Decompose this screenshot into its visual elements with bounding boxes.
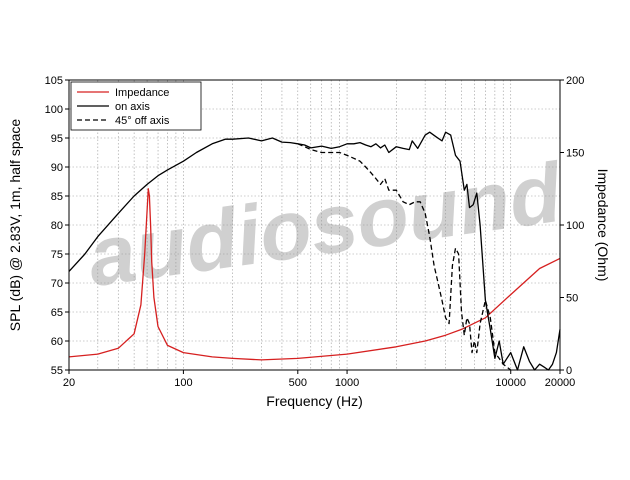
y-left-tick-label: 85 (51, 191, 63, 203)
x-tick-label: 20 (63, 377, 75, 389)
y-axis-right-label: Impedance (Ohm) (595, 169, 611, 282)
legend-label: on axis (115, 101, 150, 113)
y-right-tick-label: 200 (566, 75, 584, 87)
y-left-tick-label: 80 (51, 220, 63, 232)
x-tick-label: 20000 (545, 377, 576, 389)
y-right-tick-label: 50 (566, 293, 578, 305)
legend-label: Impedance (115, 87, 169, 99)
series-line-45-off-axis (297, 143, 512, 371)
y-right-tick-label: 0 (566, 365, 572, 377)
x-tick-label: 500 (289, 377, 307, 389)
y-right-tick-label: 100 (566, 220, 584, 232)
y-axis-left-label: SPL (dB) @ 2.83V, 1m, half space (7, 119, 23, 332)
legend: Impedance on axis 45° off axis (70, 81, 202, 131)
legend-label: 45° off axis (115, 115, 170, 127)
watermark: audiosound (82, 145, 568, 305)
series-line-impedance (68, 188, 561, 361)
y-left-tick-label: 105 (45, 75, 63, 87)
y-left-tick-label: 65 (51, 307, 63, 319)
y-left-tick-label: 100 (45, 104, 63, 116)
y-left-tick-label: 55 (51, 365, 63, 377)
x-axis-label: Frequency (Hz) (266, 393, 362, 409)
y-left-tick-label: 90 (51, 162, 63, 174)
x-tick-label: 1000 (335, 377, 359, 389)
y-left-tick-label: 95 (51, 133, 63, 145)
y-right-tick-label: 150 (566, 148, 584, 160)
tick-labels: 20 100 500 1000 10000 20000556065707580859095… (45, 75, 585, 389)
watermark-text: audiosound (82, 145, 568, 305)
x-tick-label: 100 (174, 377, 192, 389)
series-line-on-axis (68, 131, 561, 371)
x-tick-label: 10000 (495, 377, 526, 389)
y-left-tick-label: 70 (51, 278, 63, 290)
series-lines (68, 131, 561, 371)
y-left-tick-label: 75 (51, 249, 63, 261)
y-left-tick-label: 60 (51, 336, 63, 348)
